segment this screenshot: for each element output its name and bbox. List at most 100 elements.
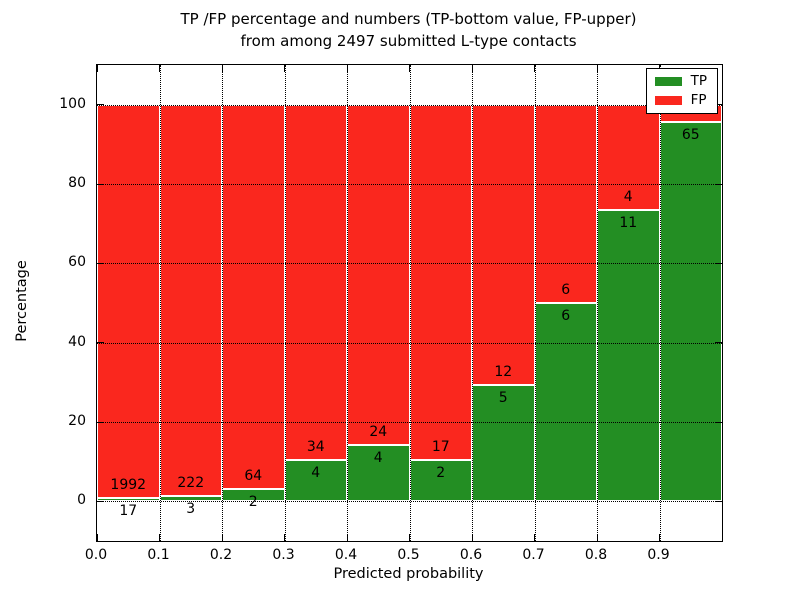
x-gridline bbox=[472, 65, 473, 541]
bar-fp-segment bbox=[97, 104, 160, 498]
y-tick-left bbox=[97, 421, 104, 423]
fp-count-label: 12 bbox=[494, 363, 513, 380]
y-tick-left bbox=[97, 500, 104, 503]
tp-color-swatch bbox=[654, 77, 682, 86]
x-tick-top bbox=[96, 65, 98, 72]
y-tick-left bbox=[97, 342, 104, 344]
tp-count-label: 65 bbox=[681, 127, 700, 144]
fp-count-label: 6 bbox=[561, 282, 571, 298]
x-tick-label: 0.1 bbox=[147, 547, 170, 563]
y-gridline bbox=[97, 501, 722, 503]
fp-count-label: 64 bbox=[244, 468, 263, 485]
legend-item-tp: TP bbox=[654, 74, 707, 88]
x-gridline bbox=[597, 65, 598, 541]
bar-fp-segment bbox=[284, 104, 347, 460]
x-tick-label: 0.8 bbox=[584, 547, 608, 563]
bar-tp-segment bbox=[597, 210, 660, 502]
y-gridline bbox=[97, 422, 722, 423]
x-tick-label: 0.2 bbox=[209, 547, 233, 563]
y-tick-right bbox=[715, 421, 722, 423]
chart-title: TP /FP percentage and numbers (TP-bottom… bbox=[96, 8, 721, 52]
y-tick-label: 0 bbox=[77, 492, 86, 509]
x-tick-label: 0.9 bbox=[647, 547, 670, 563]
bar-fp-segment bbox=[347, 104, 410, 445]
y-tick-right bbox=[715, 500, 722, 503]
x-tick-label: 0.7 bbox=[522, 547, 545, 563]
x-gridline bbox=[534, 65, 536, 541]
x-tick-bottom bbox=[409, 534, 411, 541]
tp-count-label: 6 bbox=[561, 308, 571, 324]
x-tick-top bbox=[534, 65, 536, 72]
x-tick-label: 0.3 bbox=[272, 547, 295, 563]
x-gridline bbox=[409, 65, 411, 541]
fp-color-swatch bbox=[654, 96, 682, 105]
x-tick-bottom bbox=[221, 534, 223, 541]
x-tick-bottom bbox=[596, 534, 598, 541]
fp-count-label: 222 bbox=[177, 475, 205, 492]
y-tick-label: 20 bbox=[68, 413, 86, 429]
y-tick-label: 80 bbox=[68, 175, 86, 191]
x-gridline bbox=[284, 65, 286, 541]
bar-tp-segment bbox=[284, 459, 347, 502]
y-tick-left bbox=[97, 262, 104, 265]
y-tick-left bbox=[97, 104, 104, 106]
x-gridline bbox=[347, 65, 348, 541]
y-gridline bbox=[97, 263, 722, 265]
y-tick-right bbox=[715, 342, 722, 344]
x-gridline bbox=[159, 65, 161, 541]
chart-title-line1: TP /FP percentage and numbers (TP-bottom… bbox=[180, 10, 637, 28]
y-tick-label: 100 bbox=[59, 95, 86, 112]
y-tick-label: 40 bbox=[68, 333, 86, 350]
bar-fp-segment bbox=[597, 104, 660, 211]
bar-fp-segment bbox=[534, 104, 597, 303]
x-axis-label: Predicted probability bbox=[333, 566, 484, 582]
bar-tp-segment bbox=[347, 444, 410, 502]
x-tick-bottom bbox=[659, 534, 661, 541]
x-tick-bottom bbox=[534, 534, 536, 541]
bar-tp-segment bbox=[659, 122, 722, 502]
tp-count-label: 2 bbox=[436, 464, 446, 481]
x-tick-label: 0.0 bbox=[84, 547, 108, 563]
y-tick-right bbox=[715, 262, 722, 265]
fp-count-label: 24 bbox=[369, 423, 388, 440]
tp-count-label: 5 bbox=[498, 389, 508, 406]
x-tick-top bbox=[159, 65, 161, 72]
bar-tp-segment bbox=[97, 497, 160, 502]
legend-item-fp: FP bbox=[654, 92, 707, 108]
y-tick-label: 60 bbox=[68, 254, 86, 271]
bar-fp-segment bbox=[222, 104, 285, 490]
x-tick-bottom bbox=[346, 534, 348, 541]
legend-label-fp: FP bbox=[690, 92, 707, 108]
x-tick-top bbox=[221, 65, 223, 72]
x-tick-top bbox=[284, 65, 286, 72]
tp-count-label: 17 bbox=[119, 502, 138, 519]
x-tick-bottom bbox=[159, 534, 161, 541]
bar-tp-segment bbox=[409, 459, 472, 502]
x-tick-bottom bbox=[471, 534, 473, 541]
tp-count-label: 11 bbox=[619, 215, 638, 232]
tp-count-label: 3 bbox=[186, 501, 196, 518]
x-tick-label: 0.5 bbox=[397, 547, 420, 563]
x-tick-bottom bbox=[284, 534, 286, 541]
y-axis-label: Percentage bbox=[14, 260, 30, 342]
bar-fp-segment bbox=[472, 104, 535, 385]
x-tick-top bbox=[596, 65, 598, 72]
bar-tp-segment bbox=[472, 384, 535, 502]
legend-box: TP FP bbox=[645, 68, 718, 114]
y-tick-right bbox=[715, 183, 722, 185]
fp-count-label: 17 bbox=[431, 438, 450, 455]
plot-area: TP FP 1992 17 222 3 64 2 34 4 24 4 17 2 12 5 6 6 4 11 65 bbox=[96, 64, 723, 542]
y-tick-right bbox=[715, 104, 722, 106]
x-tick-top bbox=[471, 65, 473, 72]
fp-count-label: 1992 bbox=[110, 476, 147, 493]
tp-count-label: 4 bbox=[311, 464, 321, 481]
y-tick-left bbox=[97, 183, 104, 185]
y-gridline bbox=[97, 342, 722, 344]
tp-count-label: 4 bbox=[373, 449, 383, 466]
y-gridline bbox=[97, 104, 722, 106]
x-tick-top bbox=[346, 65, 348, 72]
y-gridline bbox=[97, 184, 722, 185]
x-gridline bbox=[659, 65, 661, 541]
fp-count-label: 34 bbox=[306, 438, 325, 455]
